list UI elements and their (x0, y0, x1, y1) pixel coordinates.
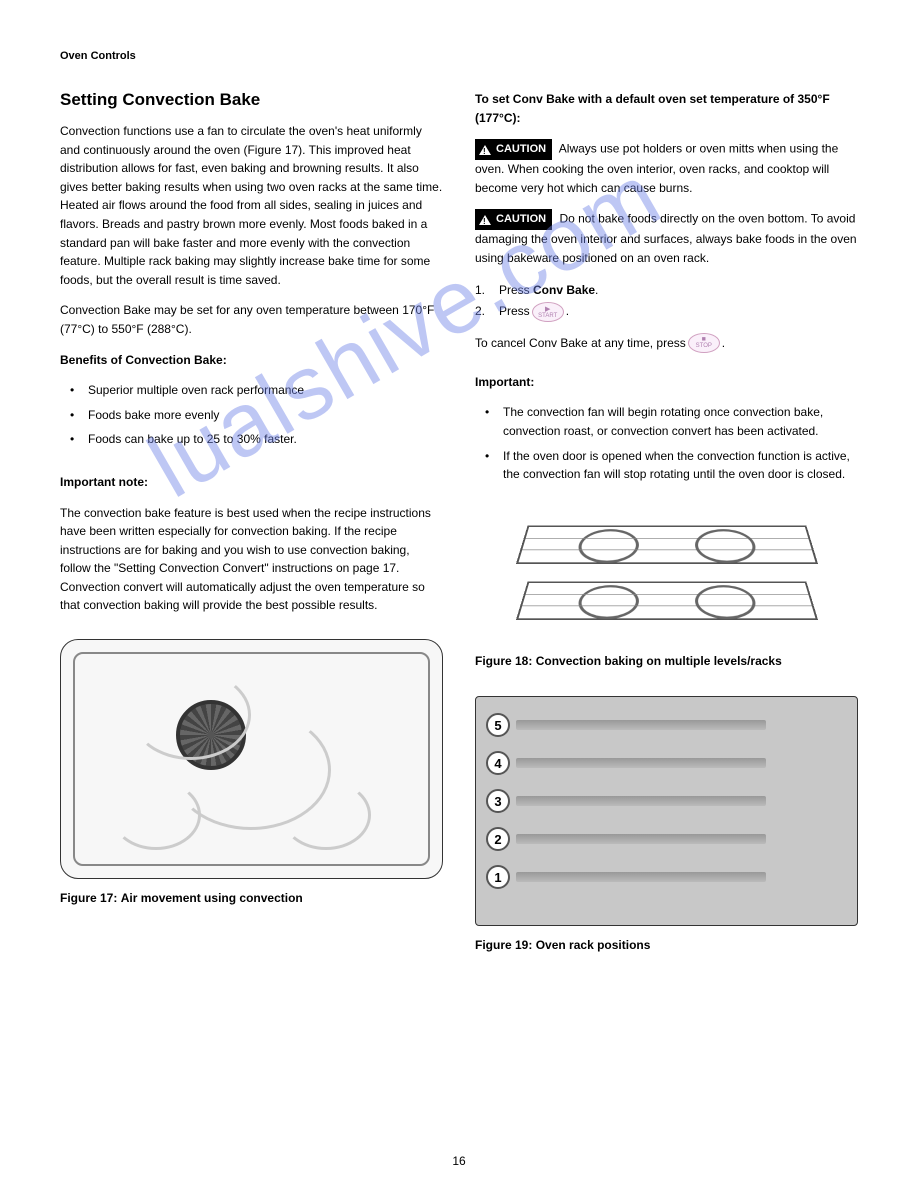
step-number: 1. (475, 280, 485, 302)
step-number: 2. (475, 301, 485, 323)
stop-button-icon: ■ STOP (688, 333, 720, 353)
figure-title: Oven rack positions (536, 938, 651, 952)
page-number: 16 (452, 1154, 465, 1168)
list-item: The convection fan will begin rotating o… (493, 403, 858, 440)
rack-position-label: 3 (486, 789, 510, 813)
figure-18-caption: Figure 18: Convection baking on multiple… (475, 652, 858, 671)
rack-position-label: 1 (486, 865, 510, 889)
steps-list: 1. Press Conv Bake. 2. Press ▶ START . (475, 280, 858, 323)
important-note-paragraph: The convection bake feature is best used… (60, 504, 443, 616)
list-item: Superior multiple oven rack performance (78, 381, 443, 400)
step-2: 2. Press ▶ START . (475, 301, 858, 323)
intro-paragraph-1: Convection functions use a fan to circul… (60, 122, 443, 289)
figure-number: Figure 19: (475, 938, 532, 952)
figure-title: Air movement using convection (121, 891, 303, 905)
rack-position-label: 5 (486, 713, 510, 737)
caution-badge: CAUTION (475, 139, 552, 160)
figure-17-caption: Figure 17: Air movement using convection (60, 889, 443, 908)
caution-1: CAUTION Always use pot holders or oven m… (475, 139, 858, 197)
list-item: Foods can bake up to 25 to 30% faster. (78, 430, 443, 449)
right-column: To set Conv Bake with a default oven set… (475, 90, 858, 967)
figure-18-image (475, 502, 858, 642)
benefits-heading: Benefits of Convection Bake: (60, 351, 443, 370)
left-column: Setting Convection Bake Convection funct… (60, 90, 443, 967)
warning-icon (479, 215, 491, 225)
rack-position-label: 4 (486, 751, 510, 775)
list-item: Foods bake more evenly (78, 406, 443, 425)
step-1: 1. Press Conv Bake. (475, 280, 858, 302)
cancel-instruction: To cancel Conv Bake at any time, press ■… (475, 333, 858, 353)
set-conv-bake-heading: To set Conv Bake with a default oven set… (475, 90, 858, 127)
section-header: Oven Controls (60, 50, 858, 62)
warning-icon (479, 145, 491, 155)
intro-paragraph-2: Convection Bake may be set for any oven … (60, 301, 443, 338)
figure-19-caption: Figure 19: Oven rack positions (475, 936, 858, 955)
page-title: Setting Convection Bake (60, 90, 443, 110)
caution-2: CAUTION Do not bake foods directly on th… (475, 209, 858, 267)
start-button-icon: ▶ START (532, 302, 564, 322)
list-item: If the oven door is opened when the conv… (493, 447, 858, 484)
important-list: The convection fan will begin rotating o… (475, 403, 858, 483)
figure-19-image: 5 4 3 2 1 (475, 696, 858, 926)
caution-badge: CAUTION (475, 209, 552, 230)
benefits-list: Superior multiple oven rack performance … (60, 381, 443, 449)
figure-17-image (60, 639, 443, 879)
important-heading: Important: (475, 373, 858, 392)
rack-position-label: 2 (486, 827, 510, 851)
figure-number: Figure 17: (60, 891, 117, 905)
figure-number: Figure 18: (475, 654, 532, 668)
important-note-heading: Important note: (60, 473, 443, 492)
figure-title: Convection baking on multiple levels/rac… (536, 654, 782, 668)
two-column-layout: Setting Convection Bake Convection funct… (60, 90, 858, 967)
